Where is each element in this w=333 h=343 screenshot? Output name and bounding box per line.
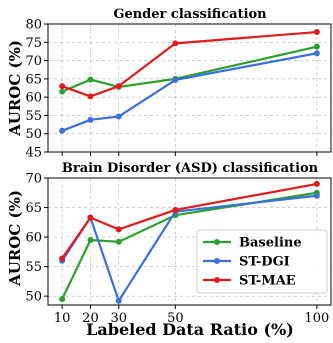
bottom-data-point-baseline bbox=[59, 296, 66, 303]
top-y-tick-label: 60 bbox=[25, 91, 42, 106]
bottom-y-tick-label: 55 bbox=[25, 260, 42, 275]
top-chart-title: Gender classification bbox=[113, 7, 267, 22]
top-plot-panel: 45 50 55 60 65 70 75 80 bbox=[25, 18, 332, 161]
bottom-x-tick-label: 50 bbox=[167, 311, 184, 326]
legend-label-st-dgi: ST-DGI bbox=[239, 255, 290, 270]
bottom-data-point-st-dgi bbox=[115, 297, 122, 304]
top-data-point-st-dgi bbox=[87, 116, 94, 123]
legend-marker-st-dgi bbox=[214, 258, 220, 264]
top-data-point-st-mae bbox=[115, 83, 122, 90]
bottom-plot-frame bbox=[47, 177, 332, 306]
top-plot-frame bbox=[47, 23, 332, 153]
bottom-data-point-st-mae bbox=[313, 180, 320, 187]
legend-marker-st-mae bbox=[214, 277, 220, 283]
top-data-point-st-dgi bbox=[313, 50, 320, 57]
legend: Baseline ST-DGI ST-MAE bbox=[196, 229, 328, 294]
legend-label-st-mae: ST-MAE bbox=[239, 274, 296, 289]
bottom-data-point-baseline bbox=[115, 238, 122, 245]
top-data-point-baseline bbox=[87, 76, 94, 83]
x-axis-label: Labeled Data Ratio (%) bbox=[86, 320, 294, 339]
bottom-y-axis-label: AUROC (%) bbox=[6, 190, 24, 287]
top-series-line-baseline bbox=[61, 45, 318, 93]
bottom-y-tick-label: 65 bbox=[25, 201, 42, 216]
bottom-data-point-st-mae bbox=[59, 255, 66, 262]
bottom-data-point-st-mae bbox=[115, 226, 122, 233]
bottom-data-point-st-mae bbox=[87, 214, 94, 221]
top-y-tick-label: 55 bbox=[25, 109, 42, 124]
bottom-x-tick-label: 20 bbox=[82, 311, 99, 326]
top-y-tick-label: 70 bbox=[25, 54, 42, 69]
legend-label-baseline: Baseline bbox=[239, 236, 302, 251]
bottom-data-point-st-mae bbox=[172, 206, 179, 213]
top-data-point-baseline bbox=[59, 88, 66, 95]
bottom-y-tick-label: 60 bbox=[25, 231, 42, 246]
top-data-point-st-dgi bbox=[59, 127, 66, 134]
top-y-tick-label: 75 bbox=[25, 36, 42, 51]
bottom-y-tick-label: 50 bbox=[25, 290, 42, 305]
top-y-tick-label: 45 bbox=[25, 146, 42, 161]
bottom-x-tick-label: 100 bbox=[304, 311, 329, 326]
top-data-point-baseline bbox=[313, 43, 320, 50]
legend-box bbox=[196, 229, 328, 294]
top-data-point-st-dgi bbox=[115, 113, 122, 120]
top-y-tick-label: 65 bbox=[25, 72, 42, 87]
top-data-point-st-mae bbox=[313, 29, 320, 36]
bottom-x-tick-label: 10 bbox=[54, 311, 71, 326]
top-series-line-st-mae bbox=[61, 30, 317, 98]
bottom-x-tick-label: 30 bbox=[110, 311, 127, 326]
top-data-point-st-mae bbox=[59, 83, 66, 90]
top-y-tick-label: 50 bbox=[25, 127, 42, 142]
bottom-y-tick-label: 70 bbox=[25, 172, 42, 187]
top-data-point-st-mae bbox=[172, 40, 179, 47]
bottom-data-point-baseline bbox=[87, 237, 94, 244]
top-data-point-st-mae bbox=[87, 93, 94, 100]
legend-marker-baseline bbox=[214, 239, 220, 245]
bottom-data-point-st-dgi bbox=[313, 192, 320, 199]
bottom-chart-title: Brain Disorder (ASD) classification bbox=[62, 161, 319, 176]
top-y-axis-label: AUROC (%) bbox=[6, 40, 24, 137]
top-y-tick-label: 80 bbox=[25, 18, 42, 33]
top-data-point-st-dgi bbox=[172, 76, 179, 83]
